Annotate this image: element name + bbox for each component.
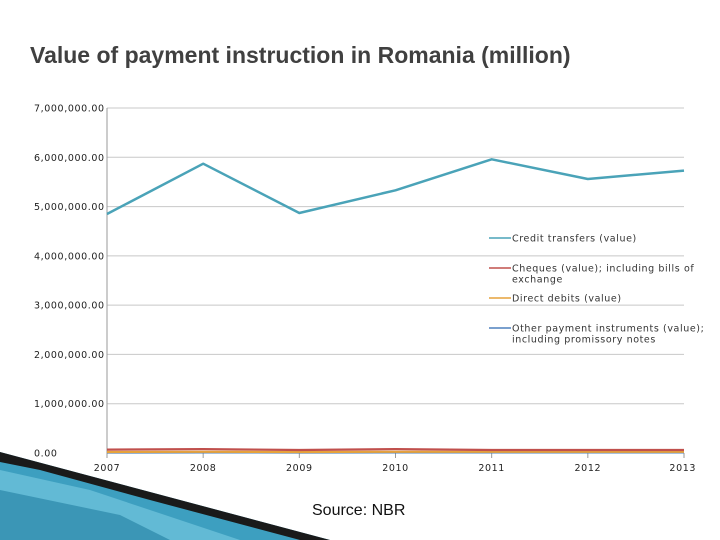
legend-label: Credit transfers (value): [512, 234, 637, 245]
legend-item-3: Other payment instruments (value); includ…: [489, 324, 704, 346]
y-tick-label: 0.00: [34, 449, 58, 460]
decorative-swoosh: [0, 452, 330, 540]
y-axis-tick-labels: 0.00 1,000,000.00 2,000,000.00 3,000,000.00…: [34, 104, 105, 460]
legend-item-2: Direct debits (value): [489, 294, 622, 305]
x-tick-label: 2008: [190, 463, 217, 474]
series-lines: [106, 158, 685, 454]
y-tick-label: 1,000,000.00: [34, 399, 105, 410]
x-tick-label: 2009: [286, 463, 313, 474]
legend-label: Cheques (value); including bills of excha…: [512, 264, 694, 286]
legend-label: Direct debits (value): [512, 294, 622, 305]
x-tick-label: 2012: [575, 463, 602, 474]
series-line-0: [106, 158, 685, 216]
x-tick-label: 2010: [382, 463, 409, 474]
y-tick-label: 4,000,000.00: [34, 251, 105, 262]
legend-item-1: Cheques (value); including bills of excha…: [489, 264, 694, 286]
legend-item-0: Credit transfers (value): [489, 234, 637, 245]
gridlines: [106, 107, 684, 454]
legend-label: Other payment instruments (value); includ…: [512, 324, 704, 346]
y-tick-label: 3,000,000.00: [34, 301, 105, 312]
x-axis-tick-labels: 2007 2008 2009 2010 2011 2012 2013: [94, 453, 696, 474]
x-tick-label: 2007: [94, 463, 121, 474]
y-tick-label: 7,000,000.00: [34, 104, 105, 115]
source-note: Source: NBR: [312, 502, 406, 519]
y-tick-label: 6,000,000.00: [34, 153, 105, 164]
x-tick-label: 2013: [669, 463, 696, 474]
y-tick-label: 2,000,000.00: [34, 350, 105, 361]
chart-title: Value of payment instruction in Romania …: [30, 42, 571, 68]
legend: Credit transfers (value) Cheques (value);…: [489, 234, 704, 346]
series-line-1: [106, 448, 684, 452]
y-tick-label: 5,000,000.00: [34, 202, 105, 213]
x-tick-label: 2011: [478, 463, 505, 474]
